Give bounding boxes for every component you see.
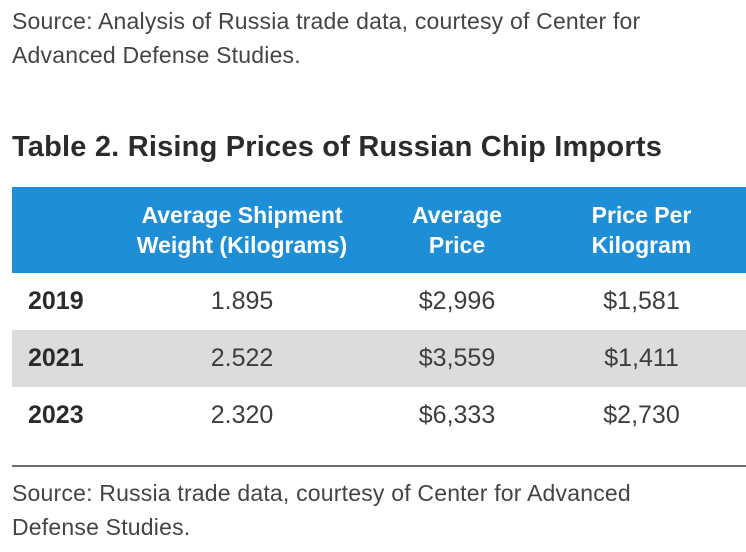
top-source-note: Source: Analysis of Russia trade data, c…	[12, 4, 742, 72]
row-price-per-kilogram: $1,411	[604, 344, 679, 372]
row-weight: 2.522	[210, 344, 274, 372]
header-year	[12, 187, 107, 273]
row-average-price: $3,559	[418, 344, 496, 372]
row-year: 2021	[28, 344, 84, 372]
header-average-shipment-weight: Average Shipment Weight (Kilograms)	[136, 202, 348, 258]
table-divider	[12, 465, 746, 467]
table-title: Table 2. Rising Prices of Russian Chip I…	[12, 131, 663, 163]
row-year: 2019	[28, 287, 84, 315]
bottom-source-note: Source: Russia trade data, courtesy of C…	[12, 476, 746, 544]
row-weight: 2.320	[210, 401, 274, 429]
top-source-line-2: Advanced Defense Studies.	[12, 42, 301, 68]
bottom-source-line-1: Source: Russia trade data, courtesy of C…	[12, 480, 631, 506]
top-source-line-1: Source: Analysis of Russia trade data, c…	[12, 8, 641, 34]
table-row: 2021 2.522 $3,559 $1,411	[12, 330, 746, 387]
bottom-source-line-2: Defense Studies.	[12, 514, 191, 540]
row-average-price: $2,996	[418, 287, 496, 315]
row-price-per-kilogram: $2,730	[603, 401, 680, 429]
row-year: 2023	[28, 401, 84, 429]
row-weight: 1.895	[210, 287, 274, 315]
table-row: 2019 1.895 $2,996 $1,581	[12, 273, 746, 330]
row-price-per-kilogram: $1,581	[603, 287, 680, 315]
header-price-per-kilogram: Price Per Kilogram	[591, 202, 692, 258]
table-header-row: Average Shipment Weight (Kilograms) Aver…	[12, 187, 746, 273]
header-average-price: Average Price	[412, 202, 502, 258]
chip-imports-table: Average Shipment Weight (Kilograms) Aver…	[12, 187, 746, 444]
table-row: 2023 2.320 $6,333 $2,730	[12, 387, 746, 444]
row-average-price: $6,333	[418, 401, 496, 429]
